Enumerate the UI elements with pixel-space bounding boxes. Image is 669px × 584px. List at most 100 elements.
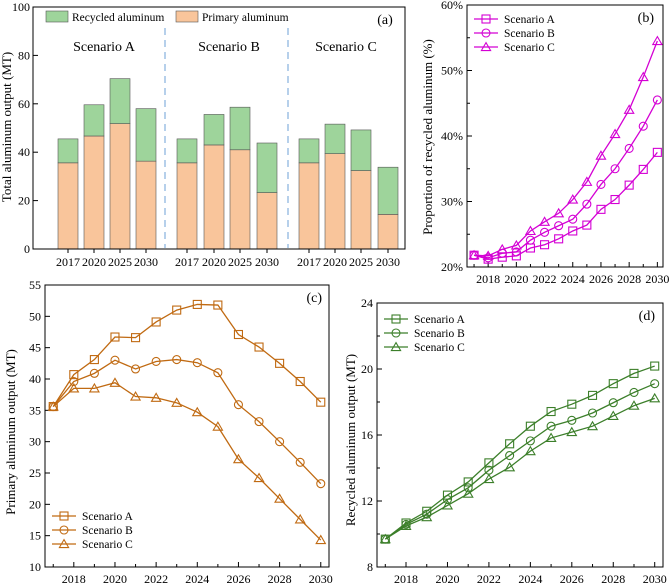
panel-c-y-tick-label: 55 xyxy=(29,278,41,292)
bar-recycled xyxy=(203,114,225,146)
panel-d-x-tick-label: 2024 xyxy=(518,572,542,584)
panel-d-x-tick-label: 2022 xyxy=(477,572,501,584)
bar-recycled xyxy=(57,138,79,164)
panel-d-y-tick-label: 12 xyxy=(361,494,373,508)
panel-d-y-tick-label: 20 xyxy=(361,362,373,376)
panel-c-data-point xyxy=(295,457,305,467)
panel-d-data-point xyxy=(629,368,639,378)
bar-recycled xyxy=(298,138,320,164)
panel-d-x-tick-label: 2030 xyxy=(643,572,667,584)
panel-c-y-tick-label: 30 xyxy=(29,435,41,449)
panel-a: Total aluminum output (MT) 0 20 40 60 80 100 2… xyxy=(0,0,406,269)
panel-b-data-point xyxy=(524,225,537,236)
panel-d-legend-marker xyxy=(391,328,401,338)
panel-d-data-point xyxy=(650,379,660,389)
panel-c-data-point xyxy=(274,493,286,503)
scenario-b-label: Scenario B xyxy=(198,40,260,55)
bar-recycled xyxy=(83,104,105,137)
panel-c-x-tick-label: 2020 xyxy=(103,572,127,584)
scenario-c-label: Scenario C xyxy=(315,40,377,55)
legend-recycled-swatch xyxy=(45,10,69,23)
panel-a-y-tick-label: 0 xyxy=(24,242,30,256)
panel-b-data-point xyxy=(596,204,606,214)
panel-a-y-tick-label: 60 xyxy=(18,97,30,111)
panel-a-x-tick-label: 2017 xyxy=(175,255,199,269)
panel-b-x-tick-label: 2020 xyxy=(504,272,528,286)
panel-b: Proportion of recycled aluminum (%) 20% 3… xyxy=(420,0,669,286)
panel-c-series-line xyxy=(52,382,322,541)
panel-c-series-line xyxy=(52,358,322,485)
panel-c-data-point xyxy=(151,356,161,367)
panel-c-legend-marker xyxy=(59,511,69,521)
panel-b-data-point xyxy=(609,128,621,139)
panel-b-data-point xyxy=(624,143,634,153)
panel-b-legend-label: Scenario A xyxy=(504,14,555,26)
panel-a-x-tick-label: 2025 xyxy=(349,255,373,269)
panel-b-frame xyxy=(466,4,664,268)
panel-d-data-point xyxy=(379,533,391,544)
panel-a-x-tick-label: 2020 xyxy=(202,255,226,269)
panel-d-data-point xyxy=(525,436,535,446)
bar-primary xyxy=(256,192,278,250)
panel-b-x-tick-label: 2018 xyxy=(476,272,500,286)
panel-c-x-tick-label: 2030 xyxy=(309,572,333,584)
panel-b-y-tick-label: 30% xyxy=(441,195,463,209)
panel-d-y-tick-label: 16 xyxy=(361,428,373,442)
panel-d-legend-label: Scenario A xyxy=(414,314,465,326)
panel-c-data-point xyxy=(68,382,80,393)
panel-b-legend-label: Scenario C xyxy=(504,42,555,54)
panel-a-x-tick-label: 2017 xyxy=(56,255,80,269)
panel-b-x-tick-label: 2024 xyxy=(561,272,585,286)
bar-primary xyxy=(83,135,105,250)
bar-primary xyxy=(109,123,131,250)
panel-d-data-point xyxy=(567,415,577,425)
panel-d-data-point xyxy=(484,458,494,468)
panel-d-legend-marker xyxy=(390,341,402,352)
panel-b-data-point xyxy=(538,216,551,226)
bar-recycled xyxy=(176,138,198,164)
panel-b-data-point xyxy=(540,227,550,237)
panel-c-legend-marker xyxy=(59,525,69,535)
panel-b-data-point xyxy=(553,207,565,218)
panel-d-frame xyxy=(376,302,664,568)
panel-c-data-point xyxy=(110,355,120,365)
panel-b-data-point xyxy=(595,150,607,160)
panel-c-data-point xyxy=(213,368,223,378)
panel-c-x-tick-label: 2018 xyxy=(62,572,86,584)
panel-b-data-point xyxy=(624,180,634,190)
panel-a-y-axis-label: Total aluminum output (MT) xyxy=(0,52,14,202)
panel-d-data-point xyxy=(545,432,557,443)
panel-c-data-point xyxy=(192,299,202,309)
panel-c-x-tick-label: 2028 xyxy=(268,572,292,584)
panel-b-data-point xyxy=(652,95,662,105)
panel-d-x-tick-label: 2026 xyxy=(560,572,584,584)
panel-d-data-point xyxy=(524,445,536,456)
panel-d-series-line xyxy=(384,365,655,540)
panel-b-data-point xyxy=(568,226,578,236)
panel-c-y-tick-label: 40 xyxy=(29,372,41,386)
panel-d-data-point xyxy=(505,439,515,449)
bar-recycled xyxy=(109,78,131,124)
legend-primary-label: Primary aluminum xyxy=(202,12,289,24)
bar-primary xyxy=(324,153,346,250)
panel-d-data-point xyxy=(650,361,660,371)
panel-c-y-tick-label: 10 xyxy=(29,560,41,574)
panel-d-data-point xyxy=(567,399,577,409)
panel-c-y-tick-label: 35 xyxy=(29,403,41,417)
panel-c-data-point xyxy=(150,392,162,402)
panel-c-frame xyxy=(44,284,330,568)
panel-b-data-point xyxy=(596,179,606,190)
panel-c-x-tick-label: 2024 xyxy=(185,572,209,584)
bar-recycled xyxy=(377,166,399,215)
panel-d-data-point xyxy=(608,379,618,389)
panel-d-data-point xyxy=(628,400,640,410)
panel-c-data-point xyxy=(254,417,264,427)
panel-c-data-point xyxy=(275,437,285,447)
panel-c-y-tick-label: 25 xyxy=(29,466,41,480)
bar-primary xyxy=(135,160,157,250)
panel-d-x-tick-label: 2018 xyxy=(394,572,418,584)
bar-recycled xyxy=(324,123,346,154)
panel-c-data-point xyxy=(151,317,161,327)
panel-c-data-point xyxy=(315,534,327,545)
